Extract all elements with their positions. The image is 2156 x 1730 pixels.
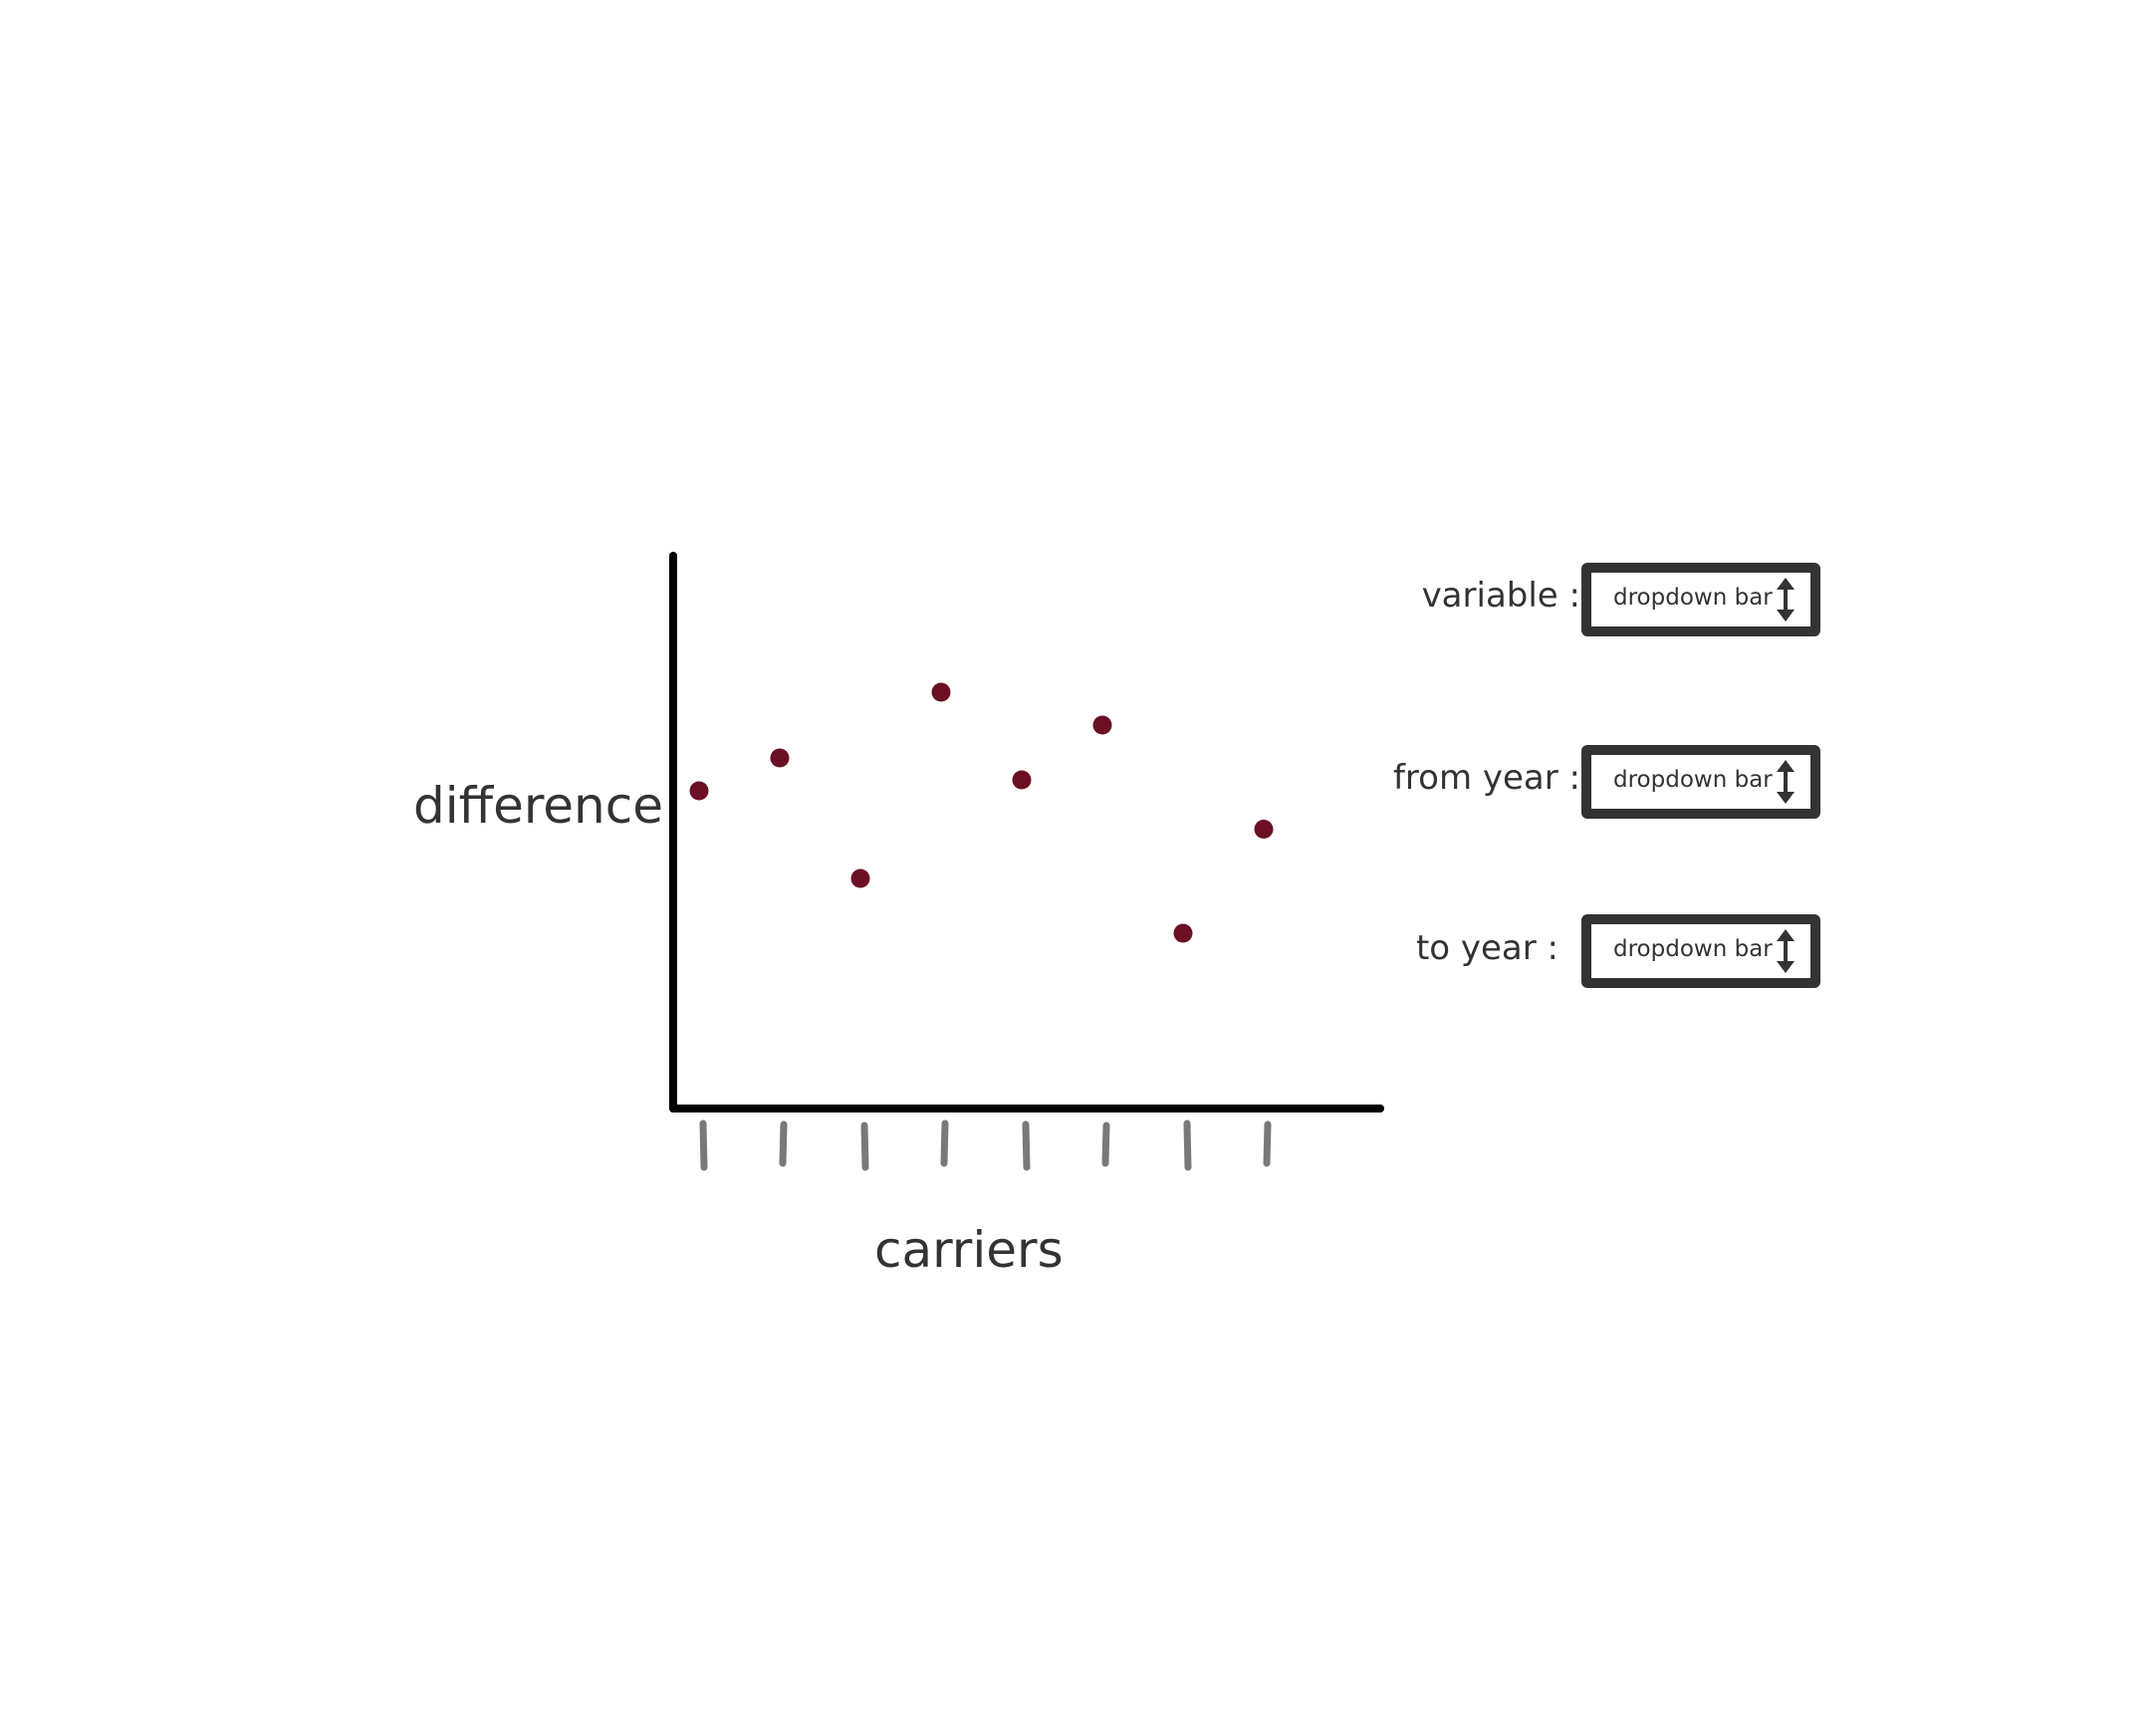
x-axis-tick	[1183, 1119, 1192, 1171]
x-axis-tick	[940, 1119, 949, 1167]
data-point	[689, 781, 709, 801]
data-point	[770, 748, 790, 768]
from-year-label: from year :	[1392, 758, 1580, 798]
up-down-arrow-icon	[1777, 578, 1795, 621]
data-point	[1012, 770, 1032, 790]
up-down-arrow-icon	[1777, 760, 1795, 804]
x-axis-tick	[1263, 1120, 1272, 1167]
x-axis-tick	[699, 1119, 708, 1171]
dropdown-value: dropdown bar	[1613, 585, 1773, 611]
x-axis-tick	[1022, 1120, 1031, 1171]
dropdown-value: dropdown bar	[1613, 936, 1773, 962]
data-point	[850, 868, 870, 888]
dropdown-value: dropdown bar	[1613, 767, 1773, 793]
x-axis-ticks	[699, 1119, 1272, 1171]
up-down-arrow-icon	[1777, 929, 1795, 973]
to-year-label: to year :	[1415, 928, 1558, 968]
x-axis-tick	[779, 1120, 788, 1167]
x-axis-title: carriers	[874, 1221, 1064, 1279]
variable-dropdown[interactable]: dropdown bar	[1581, 563, 1820, 636]
data-point	[1173, 923, 1193, 943]
to-year-dropdown[interactable]: dropdown bar	[1581, 914, 1820, 988]
x-axis-tick	[860, 1121, 869, 1171]
data-point	[1092, 715, 1112, 735]
variable-label: variable :	[1421, 576, 1580, 616]
y-axis-title: difference	[413, 777, 664, 835]
data-point	[1254, 820, 1274, 839]
x-axis-tick	[1101, 1121, 1110, 1167]
from-year-dropdown[interactable]: dropdown bar	[1581, 745, 1820, 819]
data-points	[689, 682, 1274, 943]
data-point	[931, 682, 951, 702]
